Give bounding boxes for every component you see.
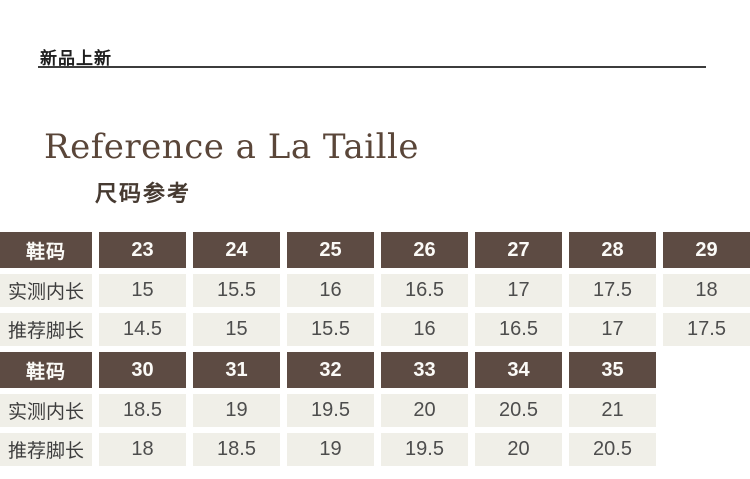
size-value-cell: 20.5 [569,433,656,466]
size-value-cell: 16 [381,313,468,346]
size-value-cell: 18 [663,274,750,307]
size-table-header-label: 鞋码 [0,232,92,268]
size-value-cell: 14.5 [99,313,186,346]
size-value-cell: 20 [381,394,468,427]
size-value-cell: 18.5 [193,433,280,466]
size-value-cell: 17.5 [569,274,656,307]
size-value-cell: 21 [569,394,656,427]
size-header-cell: 35 [569,352,656,388]
size-value-cell: 17.5 [663,313,750,346]
size-header-cell: 34 [475,352,562,388]
size-table-header-label: 鞋码 [0,352,92,388]
row-label-inner-length: 实测内长 [0,394,92,427]
size-value-cell: 16.5 [381,274,468,307]
size-value-cell: 15 [99,274,186,307]
row-label-inner-length: 实测内长 [0,274,92,307]
size-value-cell: 19.5 [287,394,374,427]
size-value-cell: 19 [287,433,374,466]
size-value-cell: 19 [193,394,280,427]
size-value-cell: 17 [569,313,656,346]
page-title: Reference a La Taille [44,127,419,167]
size-value-cell: 18.5 [99,394,186,427]
size-header-cell: 23 [99,232,186,268]
size-header-cell: 30 [99,352,186,388]
size-header-cell: 31 [193,352,280,388]
size-value-cell: 20 [475,433,562,466]
size-value-cell: 15 [193,313,280,346]
size-table: 鞋码 23 24 25 26 27 28 29 实测内长 15 15.5 16 … [0,232,750,466]
row-label-foot-length: 推荐脚长 [0,313,92,346]
size-header-cell: 26 [381,232,468,268]
size-header-cell: 32 [287,352,374,388]
size-value-cell: 16.5 [475,313,562,346]
size-header-cell-empty [663,352,750,388]
size-header-cell: 33 [381,352,468,388]
new-arrivals-label: 新品上新 [40,49,112,68]
size-value-cell: 20.5 [475,394,562,427]
size-header-cell: 29 [663,232,750,268]
size-value-cell: 17 [475,274,562,307]
page-subtitle: 尺码参考 [95,181,192,206]
size-value-cell: 15.5 [193,274,280,307]
size-value-cell: 15.5 [287,313,374,346]
size-header-cell: 24 [193,232,280,268]
size-value-cell: 19.5 [381,433,468,466]
row-label-foot-length: 推荐脚长 [0,433,92,466]
size-value-cell-empty [663,394,750,427]
size-value-cell: 18 [99,433,186,466]
size-value-cell: 16 [287,274,374,307]
size-header-cell: 25 [287,232,374,268]
size-header-cell: 28 [569,232,656,268]
header-divider [38,66,706,68]
size-header-cell: 27 [475,232,562,268]
size-value-cell-empty [663,433,750,466]
